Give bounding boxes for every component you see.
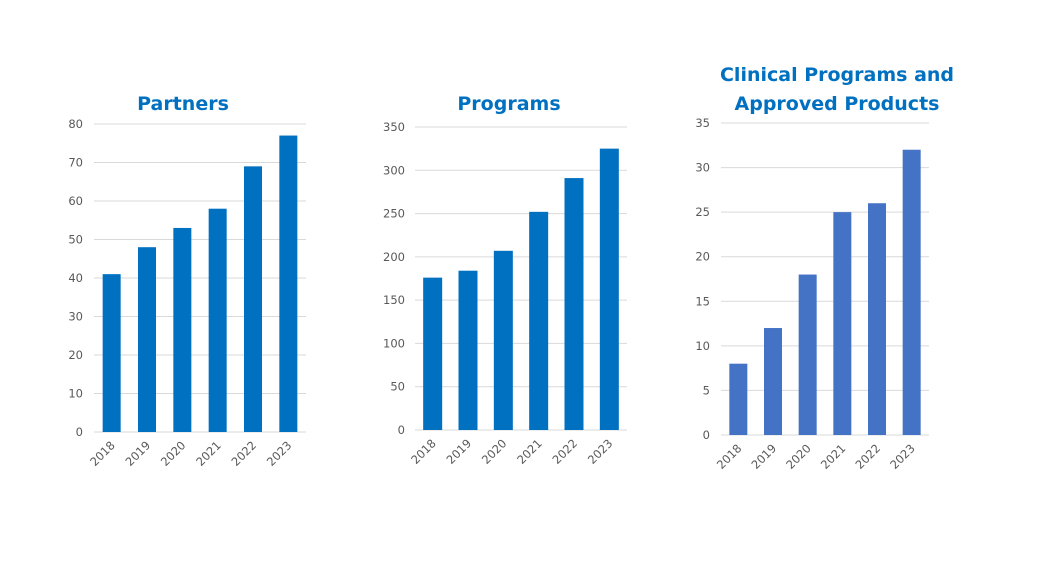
- chart-title: Partners: [137, 93, 229, 115]
- bar-2019: [458, 270, 478, 430]
- x-tick-label: 2020: [479, 436, 510, 467]
- bar-2022: [244, 166, 262, 432]
- x-tick-label: 2018: [408, 436, 439, 467]
- y-tick-label: 30: [695, 161, 710, 175]
- x-tick-label: 2021: [818, 441, 849, 472]
- x-tick-label: 2022: [853, 441, 884, 472]
- bar-2021: [529, 211, 549, 430]
- x-tick-label: 2022: [550, 436, 581, 467]
- y-tick-label: 50: [390, 380, 405, 394]
- x-tick-label: 2020: [783, 441, 814, 472]
- x-tick-label: 2018: [714, 441, 745, 472]
- bar-2021: [833, 212, 852, 435]
- bar-2020: [173, 227, 192, 432]
- y-tick-label: 20: [68, 348, 83, 362]
- y-tick-label: 40: [68, 271, 83, 285]
- bar-2023: [279, 135, 298, 433]
- bar-2023: [599, 148, 619, 430]
- x-tick-label: 2018: [87, 438, 118, 469]
- x-tick-label: 2023: [264, 438, 295, 469]
- y-tick-label: 30: [68, 310, 83, 324]
- y-tick-label: 15: [695, 294, 710, 308]
- y-tick-label: 0: [76, 425, 83, 439]
- y-tick-label: 5: [703, 383, 710, 397]
- bar-chart-3: Clinical Programs and Approved Products 0 5…: [695, 64, 954, 472]
- y-tick-label: 60: [68, 194, 83, 208]
- y-tick-label: 10: [68, 387, 83, 401]
- bar-2020: [493, 250, 513, 430]
- y-tick-label: 35: [695, 116, 710, 130]
- bar-2019: [764, 328, 782, 435]
- y-tick-label: 0: [398, 423, 405, 437]
- y-tick-label: 100: [383, 336, 405, 350]
- x-tick-label: 2023: [887, 441, 918, 472]
- y-tick-label: 0: [703, 428, 710, 442]
- bar-2018: [729, 363, 748, 435]
- y-tick-label: 350: [383, 120, 405, 134]
- x-tick-label: 2019: [123, 438, 154, 469]
- bar-2023: [902, 149, 921, 435]
- y-tick-label: 70: [68, 156, 83, 170]
- x-tick-label: 2023: [585, 436, 616, 467]
- y-tick-label: 80: [68, 117, 83, 131]
- bar-2022: [564, 178, 584, 430]
- bar-2020: [798, 274, 817, 435]
- y-tick-label: 200: [383, 250, 405, 264]
- bar-2022: [868, 203, 886, 435]
- bar-2018: [423, 277, 443, 430]
- chart-title: Approved Products: [735, 93, 940, 115]
- bar-2018: [102, 274, 121, 432]
- x-tick-label: 2020: [158, 438, 189, 469]
- x-tick-label: 2019: [749, 441, 780, 472]
- x-tick-label: 2019: [444, 436, 475, 467]
- y-tick-label: 250: [383, 207, 405, 221]
- y-tick-label: 300: [383, 163, 405, 177]
- x-tick-label: 2021: [514, 436, 545, 467]
- y-tick-label: 50: [68, 233, 83, 247]
- chart-title: Clinical Programs and: [720, 64, 954, 86]
- y-tick-label: 150: [383, 293, 405, 307]
- x-tick-label: 2021: [193, 438, 224, 469]
- x-tick-label: 2022: [229, 438, 260, 469]
- bar-2021: [208, 208, 227, 432]
- y-tick-label: 25: [695, 205, 710, 219]
- chart-title: Programs: [457, 93, 560, 115]
- y-tick-label: 10: [695, 339, 710, 353]
- bar-2019: [138, 247, 156, 432]
- y-tick-label: 20: [695, 250, 710, 264]
